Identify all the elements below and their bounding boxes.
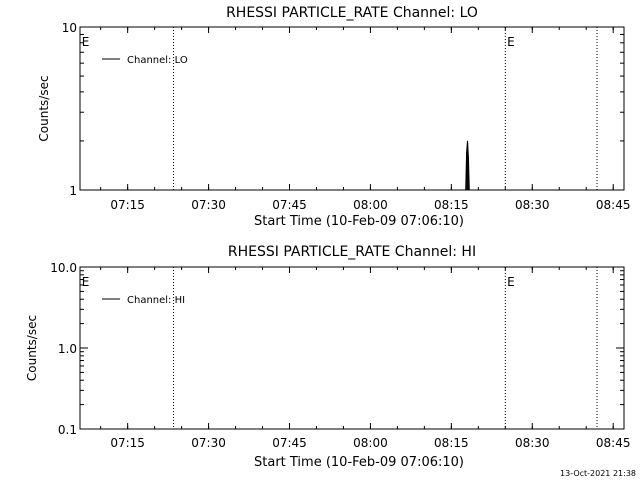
panel-2-y-tick-label: 0.1 xyxy=(58,423,77,437)
panel-2-event-marker: E xyxy=(82,275,90,289)
panel-1-legend-label: Channel: LO xyxy=(127,55,188,66)
panel-2-x-tick-label: 08:15 xyxy=(434,436,469,450)
panel-1-title: RHESSI PARTICLE_RATE Channel: LO xyxy=(226,5,478,21)
panel-2-x-tick-label: 07:30 xyxy=(191,436,226,450)
footer-timestamp: 13-Oct-2021 21:38 xyxy=(560,469,636,478)
panel-1-x-tick-label: 08:30 xyxy=(515,198,550,212)
panel-1-x-tick-label: 08:00 xyxy=(353,198,388,212)
panel-1-x-axis-label: Start Time (10-Feb-09 07:06:10) xyxy=(254,214,464,229)
panel-2-x-tick-label: 07:15 xyxy=(110,436,145,450)
panel-1-x-tick-label: 07:30 xyxy=(191,198,226,212)
panel-1-plot-frame xyxy=(79,26,625,191)
panel-2-y-tick-label: 10.0 xyxy=(50,261,77,275)
panel-2-x-tick-label: 08:30 xyxy=(515,436,550,450)
panel-2-y-tick-label: 1.0 xyxy=(58,342,77,356)
panel-2-x-tick-label: 07:45 xyxy=(272,436,307,450)
panel-1-event-marker: E xyxy=(507,35,515,49)
panel-1-x-tick-label: 08:45 xyxy=(596,198,631,212)
panel-1-x-tick-label: 07:45 xyxy=(272,198,307,212)
panel-1-x-tick-label: 08:15 xyxy=(434,198,469,212)
panel-2-x-tick-label: 08:00 xyxy=(353,436,388,450)
panel-2-x-axis-label: Start Time (10-Feb-09 07:06:10) xyxy=(254,455,464,470)
panel-2-title: RHESSI PARTICLE_RATE Channel: HI xyxy=(228,244,476,260)
panel-1-y-tick-label: 1 xyxy=(69,184,77,198)
panel-1-event-marker: E xyxy=(82,35,90,49)
panel-1-x-tick-label: 07:15 xyxy=(110,198,145,212)
panel-2-legend-label: Channel: HI xyxy=(127,295,185,306)
panel-1-y-axis-label: Counts/sec xyxy=(37,75,51,141)
panel-1-y-tick-label: 10 xyxy=(62,21,77,35)
panel-2-y-axis-label: Counts/sec xyxy=(25,315,39,381)
panel-2-event-marker: E xyxy=(507,275,515,289)
panel-2-plot-frame xyxy=(79,266,625,430)
panel-2-x-tick-label: 08:45 xyxy=(596,436,631,450)
